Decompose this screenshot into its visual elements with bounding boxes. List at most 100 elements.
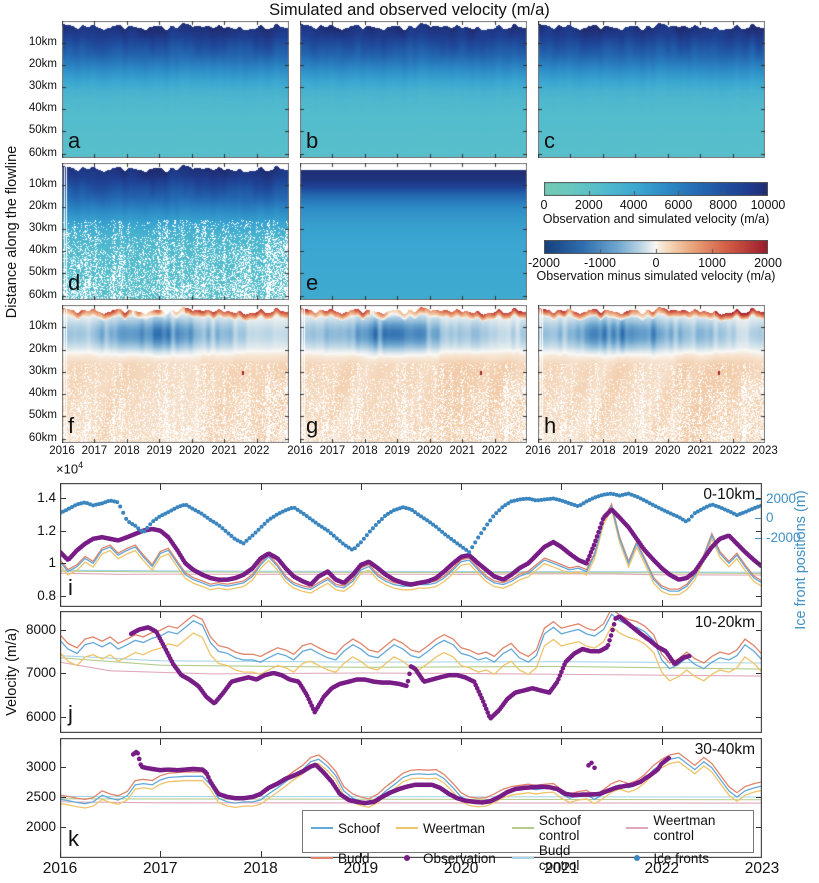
heatmap-year-label: 2018: [352, 445, 378, 457]
heatmap-panel-d: [62, 163, 289, 300]
legend-item-budd: Budd: [311, 851, 380, 866]
panel-letter-c: c: [544, 128, 555, 153]
heatmap-panel-c: [538, 21, 765, 158]
velocity-tick-label: 1.2: [37, 522, 56, 538]
region-label-i: 0-10km: [703, 486, 755, 503]
timeseries-year-label: 2018: [243, 860, 278, 877]
legend-dot-marker: [626, 851, 648, 865]
difference-colorbar-tick: 2000: [754, 256, 782, 270]
difference-colorbar-tick: -2000: [528, 256, 560, 270]
velocity-tick-label: 8000: [25, 621, 56, 637]
flowline-tick-label: 10km: [28, 178, 57, 191]
flowline-tick-label: 60km: [28, 288, 57, 301]
velocity-tick-label: 1.4: [37, 490, 56, 505]
region-label-j: 10-20km: [694, 614, 755, 631]
flowline-tick-label: 10km: [28, 320, 57, 333]
legend-line-marker: [626, 821, 649, 835]
legend-dot-marker: [396, 851, 418, 865]
legend-item-label: Ice fronts: [653, 850, 709, 866]
heatmap-year-label: 2020: [416, 445, 443, 457]
heatmap-year-label: 2018: [590, 445, 616, 457]
flowline-tick-label: 60km: [28, 146, 57, 159]
flowline-tick-label: 60km: [28, 431, 57, 444]
figure-title: Simulated and observed velocity (m/a): [269, 1, 550, 19]
marker-swatch: [511, 857, 534, 859]
marker-swatch: [511, 827, 534, 829]
exponent-label: ×104: [56, 460, 84, 477]
heatmap-year-label: 2022: [719, 445, 746, 457]
marker-swatch: [634, 855, 641, 861]
heatmap-year-label: 2016: [287, 445, 313, 457]
panel-letter-j: j: [68, 701, 73, 726]
flowline-tick-label: 30km: [28, 80, 57, 93]
legend-line-marker: [396, 821, 419, 835]
heatmap-year-label: 2019: [146, 445, 173, 457]
heatmap-year-label: 2020: [178, 445, 205, 457]
legend-item-label: Schoof: [338, 820, 381, 836]
legend-item-weertman-control: Weertman control: [626, 813, 745, 843]
marker-swatch: [404, 855, 411, 861]
panel-letter-e: e: [306, 270, 319, 295]
difference-colorbar-tick: 1000: [698, 256, 726, 270]
heatmap-year-label: 2021: [449, 445, 475, 457]
flowline-tick-label: 20km: [28, 342, 57, 355]
heatmap-year-label: 2022: [481, 445, 508, 457]
velocity-colorbar-tick: 8000: [709, 198, 738, 212]
heatmap-year-label: 2019: [384, 445, 411, 457]
flowline-tick-label: 20km: [28, 58, 57, 71]
legend-item-observation: Observation: [396, 851, 496, 866]
marker-swatch: [311, 857, 333, 859]
difference-colorbar: [544, 240, 768, 254]
timeseries-panel-j: [60, 611, 762, 733]
velocity-colorbar-tick: 6000: [664, 198, 693, 212]
timeseries-year-label: 2016: [42, 860, 78, 877]
legend-item-label: Budd: [338, 850, 370, 866]
flowline-tick-label: 30km: [28, 364, 57, 377]
heatmap-year-label: 2016: [49, 445, 75, 457]
legend-item-label: Weertman: [423, 820, 486, 836]
timeseries-year-label: 2020: [443, 860, 479, 877]
legend-line-marker: [511, 851, 534, 865]
flowline-tick-label: 10km: [28, 36, 57, 49]
velocity-tick-label: 1: [48, 555, 56, 571]
velocity-tick-label: 2500: [25, 789, 56, 804]
legend-line-marker: [511, 821, 534, 835]
heatmap-panel-f: [62, 305, 289, 443]
heatmap-year-label: 2017: [81, 445, 108, 457]
heatmap-panel-h: [538, 305, 765, 443]
timeseries-year-label: 2017: [143, 860, 178, 877]
legend-line-marker: [311, 821, 333, 835]
velocity-tick-label: 2000: [25, 819, 56, 835]
heatmap-year-label: 2018: [114, 445, 140, 457]
velocity-tick-label: 6000: [25, 708, 56, 724]
heatmap-panel-a: [62, 21, 289, 158]
panel-letter-i: i: [68, 575, 73, 600]
flowline-tick-label: 40km: [28, 102, 57, 115]
legend-item-budd-control: Budd control: [511, 843, 611, 873]
panel-letter-a: a: [68, 128, 81, 153]
legend-item-ice-fronts: Ice fronts: [626, 851, 745, 866]
heatmap-year-label: 2017: [557, 445, 584, 457]
flowline-tick-label: 30km: [28, 222, 57, 235]
legend-item-label: Budd control: [538, 843, 580, 873]
panel-letter-f: f: [68, 413, 75, 438]
legend-line-marker: [311, 851, 333, 865]
legend-item-schoof: Schoof: [311, 821, 380, 836]
velocity-tick-label: 3000: [25, 758, 56, 774]
ice-front-axis-label: Ice front positions (m): [793, 490, 809, 630]
heatmap-panel-g: [300, 305, 527, 443]
velocity-colorbar-caption: Observation and simulated velocity (m/a): [542, 212, 770, 226]
legend-box: Schoof Budd Weertman Observation Schoof cont…: [302, 810, 754, 873]
ice-front-tick-label: -2000: [766, 529, 801, 545]
heatmap-year-label: 2022: [243, 445, 270, 457]
heatmap-year-label: 2021: [687, 445, 713, 457]
heatmap-panel-e: [300, 163, 527, 300]
heatmap-year-label: 2019: [622, 445, 649, 457]
difference-colorbar-caption: Observation minus simulated velocity (m/…: [536, 269, 776, 283]
flowline-tick-label: 50km: [28, 409, 57, 422]
difference-colorbar-tick: -1000: [584, 256, 616, 270]
flowline-tick-label: 50km: [28, 124, 57, 137]
panel-letter-d: d: [68, 270, 81, 295]
heatmap-year-label: 2020: [654, 445, 681, 457]
